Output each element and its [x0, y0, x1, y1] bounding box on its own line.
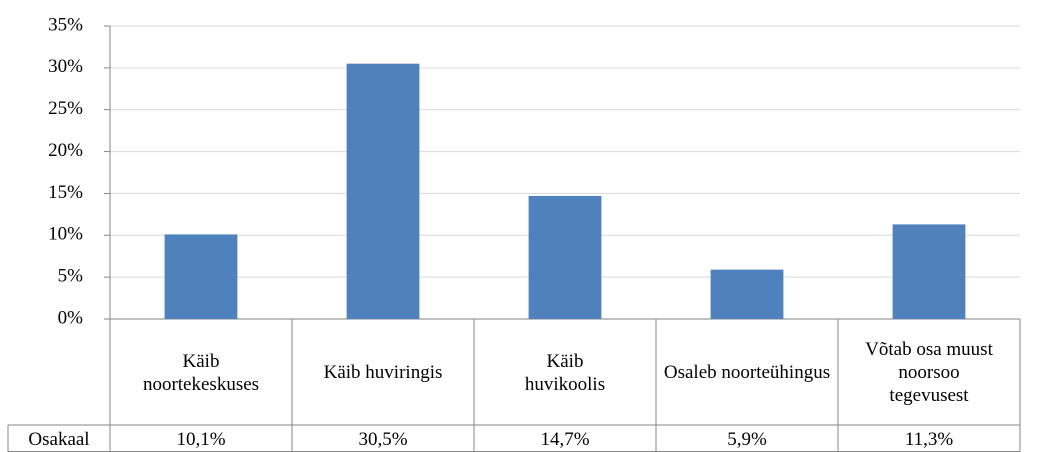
category-cell: Käib noortekeskuses — [110, 320, 292, 425]
category-cell-text: Käib huvikoolis — [524, 350, 606, 395]
value-cell-text: 5,9% — [727, 428, 767, 450]
category-cell-text: Osaleb noorteühingus — [663, 362, 831, 383]
value-cell-text: 10,1% — [176, 428, 226, 450]
value-cell: 11,3% — [838, 426, 1020, 452]
y-tick-label: 5% — [58, 266, 84, 287]
category-cell: Osaleb noorteühingus — [656, 320, 838, 425]
y-tick-label: 30% — [48, 56, 83, 77]
category-cell: Käib huviringis — [292, 320, 474, 425]
series-name-text: Osakaal — [28, 428, 90, 450]
y-tick-label: 20% — [48, 140, 83, 161]
y-tick-label: 10% — [48, 224, 83, 245]
category-cell-text: Käib huviringis — [323, 362, 443, 383]
category-cell: Võtab osa muust noorsoo tegevusest — [838, 320, 1020, 425]
y-tick-label: 25% — [48, 98, 83, 119]
value-cell: 14,7% — [474, 426, 656, 452]
y-tick-label: 35% — [48, 14, 83, 35]
value-cell: 5,9% — [656, 426, 838, 452]
value-cell: 10,1% — [110, 426, 292, 452]
category-cell-text: Käib noortekeskuses — [142, 350, 260, 395]
bar — [892, 224, 966, 319]
bar — [346, 63, 420, 319]
bar — [164, 234, 238, 319]
y-tick-label: 15% — [48, 182, 83, 203]
y-tick-label: 0% — [58, 307, 84, 328]
value-cell-text: 14,7% — [540, 428, 590, 450]
value-cell-text: 30,5% — [358, 428, 408, 450]
series-name: Osakaal — [8, 426, 110, 452]
value-cell-text: 11,3% — [904, 428, 954, 450]
bar — [710, 269, 784, 319]
value-cell: 30,5% — [292, 426, 474, 452]
category-cell-text: Võtab osa muust noorsoo tegevusest — [865, 339, 993, 406]
bar — [528, 195, 602, 319]
category-cell: Käib huvikoolis — [474, 320, 656, 425]
